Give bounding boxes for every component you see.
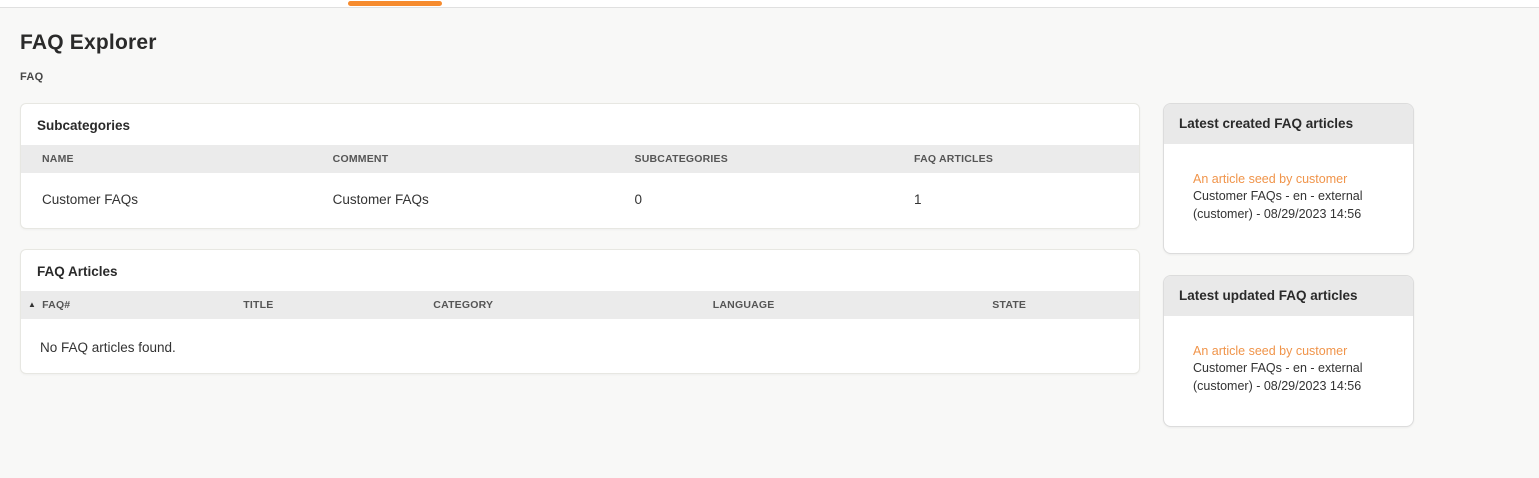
article-link[interactable]: An article seed by customer (1193, 172, 1348, 186)
page-title: FAQ Explorer (20, 31, 157, 54)
subcategories-header-row: NAME COMMENT SUBCATEGORIES FAQ ARTICLES (21, 145, 1139, 173)
column-header-faq-number[interactable]: ▲ FAQ# (21, 291, 222, 319)
column-header-category[interactable]: CATEGORY (433, 299, 494, 311)
cell-comment: Customer FAQs (332, 192, 429, 207)
latest-updated-card-body: An article seed by customer Customer FAQ… (1164, 316, 1413, 395)
latest-created-card-title: Latest created FAQ articles (1164, 104, 1413, 144)
column-header-faq-articles[interactable]: FAQ ARTICLES (914, 153, 994, 165)
table-row[interactable]: Customer FAQs Customer FAQs 0 1 (21, 173, 1139, 226)
article-link[interactable]: An article seed by customer (1193, 344, 1348, 358)
cell-name: Customer FAQs (42, 192, 139, 207)
column-header-title[interactable]: TITLE (243, 299, 274, 311)
empty-state-message: No FAQ articles found. (40, 340, 176, 355)
subcategories-table: NAME COMMENT SUBCATEGORIES FAQ ARTICLES … (21, 145, 1139, 226)
column-header-comment[interactable]: COMMENT (332, 153, 389, 165)
column-header-state[interactable]: STATE (992, 299, 1027, 311)
breadcrumb[interactable]: FAQ (20, 71, 44, 83)
latest-updated-card-title: Latest updated FAQ articles (1164, 276, 1413, 316)
faq-articles-panel: FAQ Articles ▲ FAQ# TITLE CATEGORY LANGUA… (20, 249, 1140, 374)
cell-subcategories: 0 (634, 192, 643, 207)
column-header-name[interactable]: NAME (42, 153, 74, 165)
tab-bar (0, 0, 1539, 8)
cell-faq-articles: 1 (914, 192, 922, 207)
article-meta: Customer FAQs - en - external (customer)… (1193, 361, 1363, 393)
active-tab-indicator[interactable] (348, 1, 442, 6)
latest-updated-card: Latest updated FAQ articles An article s… (1163, 275, 1414, 427)
subcategories-panel-title: Subcategories (37, 118, 131, 133)
column-header-faq-number-label: FAQ# (42, 299, 71, 311)
faq-articles-table: ▲ FAQ# TITLE CATEGORY LANGUAGE STATE (21, 291, 1139, 319)
sort-ascending-icon: ▲ (28, 300, 37, 309)
column-header-language[interactable]: LANGUAGE (712, 299, 775, 311)
subcategories-panel: Subcategories NAME COMMENT SUBCATEGORIES… (20, 103, 1140, 229)
latest-created-card-body: An article seed by customer Customer FAQ… (1164, 144, 1413, 223)
latest-created-card: Latest created FAQ articles An article s… (1163, 103, 1414, 254)
article-meta: Customer FAQs - en - external (customer)… (1193, 189, 1363, 221)
faq-articles-header-row: ▲ FAQ# TITLE CATEGORY LANGUAGE STATE (21, 291, 1139, 319)
faq-articles-panel-title: FAQ Articles (37, 264, 118, 279)
column-header-subcategories[interactable]: SUBCATEGORIES (634, 153, 728, 165)
